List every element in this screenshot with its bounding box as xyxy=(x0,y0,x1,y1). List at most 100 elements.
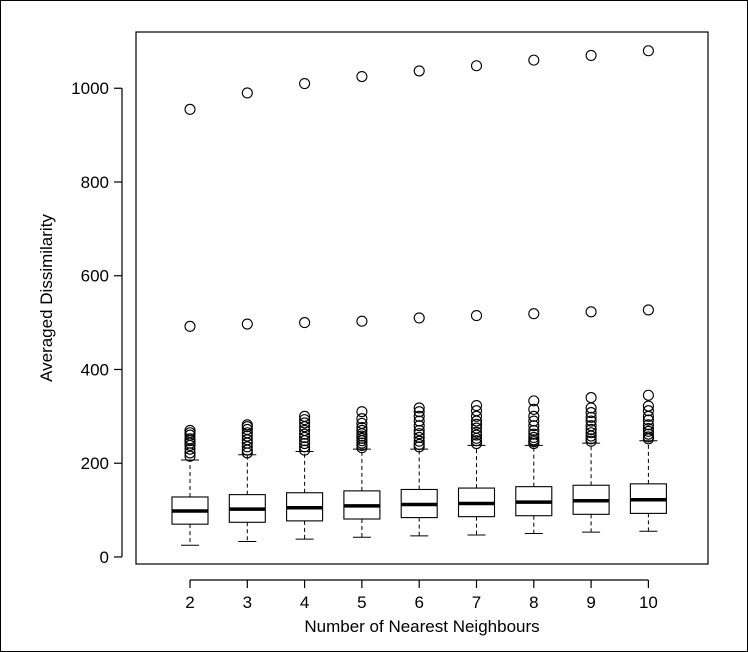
box-group xyxy=(228,87,266,543)
outlier-point xyxy=(585,49,597,61)
x-tick-label: 6 xyxy=(414,593,423,612)
outlier-point xyxy=(413,424,425,436)
outlier-point xyxy=(299,414,311,426)
outlier-point xyxy=(356,70,368,83)
outlier-point xyxy=(642,428,654,440)
outlier-point xyxy=(299,424,311,436)
x-axis-title: Number of Nearest Neighbours xyxy=(304,617,539,636)
outlier-point xyxy=(585,306,597,318)
outlier-point xyxy=(184,433,196,445)
outlier-point xyxy=(585,411,597,423)
outlier-point xyxy=(528,415,540,427)
outlier-point xyxy=(299,428,311,440)
y-tick-label: 0 xyxy=(100,548,109,567)
box-group xyxy=(400,65,438,537)
outlier-point xyxy=(184,450,196,462)
x-tick-label: 5 xyxy=(357,593,366,612)
outlier-point xyxy=(413,410,425,422)
outlier-point xyxy=(585,420,597,432)
outlier-point xyxy=(413,402,425,414)
y-tick-label: 400 xyxy=(81,360,109,379)
outlier-point xyxy=(528,395,540,407)
x-tick-label: 10 xyxy=(639,593,658,612)
outlier-point xyxy=(356,417,368,429)
x-tick-label: 7 xyxy=(472,593,481,612)
box-group xyxy=(629,45,667,532)
outlier-point xyxy=(642,425,654,437)
outlier-point xyxy=(299,410,311,422)
y-tick-label: 200 xyxy=(81,454,109,473)
outlier-point xyxy=(470,405,483,417)
x-tick-label: 9 xyxy=(586,593,595,612)
boxes-layer xyxy=(171,45,667,546)
outlier-point xyxy=(413,431,425,443)
outlier-point xyxy=(470,310,483,322)
outlier-point xyxy=(528,431,540,443)
box-group xyxy=(457,60,496,536)
outlier-point xyxy=(356,413,368,425)
outlier-point xyxy=(299,437,311,450)
outlier-point xyxy=(528,420,540,432)
outlier-point xyxy=(299,431,311,443)
outlier-point xyxy=(299,317,311,329)
plot-area xyxy=(135,31,709,565)
y-tick-label: 1000 xyxy=(71,79,109,98)
outlier-point xyxy=(642,304,654,316)
x-tick-label: 3 xyxy=(243,593,252,612)
outlier-point xyxy=(528,54,540,66)
outlier-point xyxy=(470,422,483,434)
outlier-point xyxy=(470,437,483,450)
outlier-point xyxy=(528,428,540,440)
x-axis: 2 3 4 5 6 7 8 9 10 xyxy=(185,579,658,612)
outlier-point xyxy=(184,320,196,332)
outlier-point xyxy=(241,419,253,431)
outlier-point xyxy=(299,441,311,453)
outlier-point xyxy=(470,429,483,441)
outlier-point xyxy=(470,426,483,438)
outlier-point xyxy=(470,418,483,430)
outlier-point xyxy=(585,392,597,404)
outlier-point xyxy=(356,424,368,436)
outlier-point xyxy=(413,428,425,440)
outlier-point xyxy=(184,103,196,115)
outlier-point xyxy=(585,423,597,436)
outlier-point xyxy=(585,415,597,427)
box-group xyxy=(572,49,610,533)
outlier-point xyxy=(528,410,540,422)
outlier-point xyxy=(356,315,368,327)
outlier-point xyxy=(470,400,483,412)
outlier-point xyxy=(241,318,253,330)
outlier-point xyxy=(642,431,654,443)
outlier-point xyxy=(470,410,483,422)
outlier-point xyxy=(642,419,654,431)
y-axis: 0 200 400 600 800 1000 xyxy=(71,79,123,567)
outlier-point xyxy=(413,406,425,418)
outlier-point xyxy=(585,433,597,445)
outlier-point xyxy=(585,427,597,439)
outlier-point xyxy=(413,415,425,427)
outlier-point xyxy=(241,427,253,439)
outlier-point xyxy=(528,403,540,415)
outlier-point xyxy=(642,400,654,412)
x-tick-label: 4 xyxy=(300,593,309,612)
outlier-point xyxy=(528,308,540,320)
outlier-point xyxy=(413,438,425,451)
box-group xyxy=(515,54,553,535)
outlier-point xyxy=(241,87,253,99)
outlier-point xyxy=(642,405,654,417)
outlier-point xyxy=(299,417,311,429)
outlier-point xyxy=(413,420,425,432)
outlier-point xyxy=(528,424,540,436)
outlier-point xyxy=(413,435,425,447)
outlier-point xyxy=(184,424,196,436)
y-tick-label: 800 xyxy=(81,173,109,192)
outlier-point xyxy=(413,65,425,77)
outlier-point xyxy=(413,312,425,324)
x-tick-label: 8 xyxy=(529,593,538,612)
outlier-point xyxy=(241,441,253,453)
y-axis-title: Averaged Dissimilarity xyxy=(37,214,56,382)
box-group xyxy=(343,70,381,538)
y-tick-label: 600 xyxy=(81,267,109,286)
outlier-point xyxy=(642,389,654,401)
